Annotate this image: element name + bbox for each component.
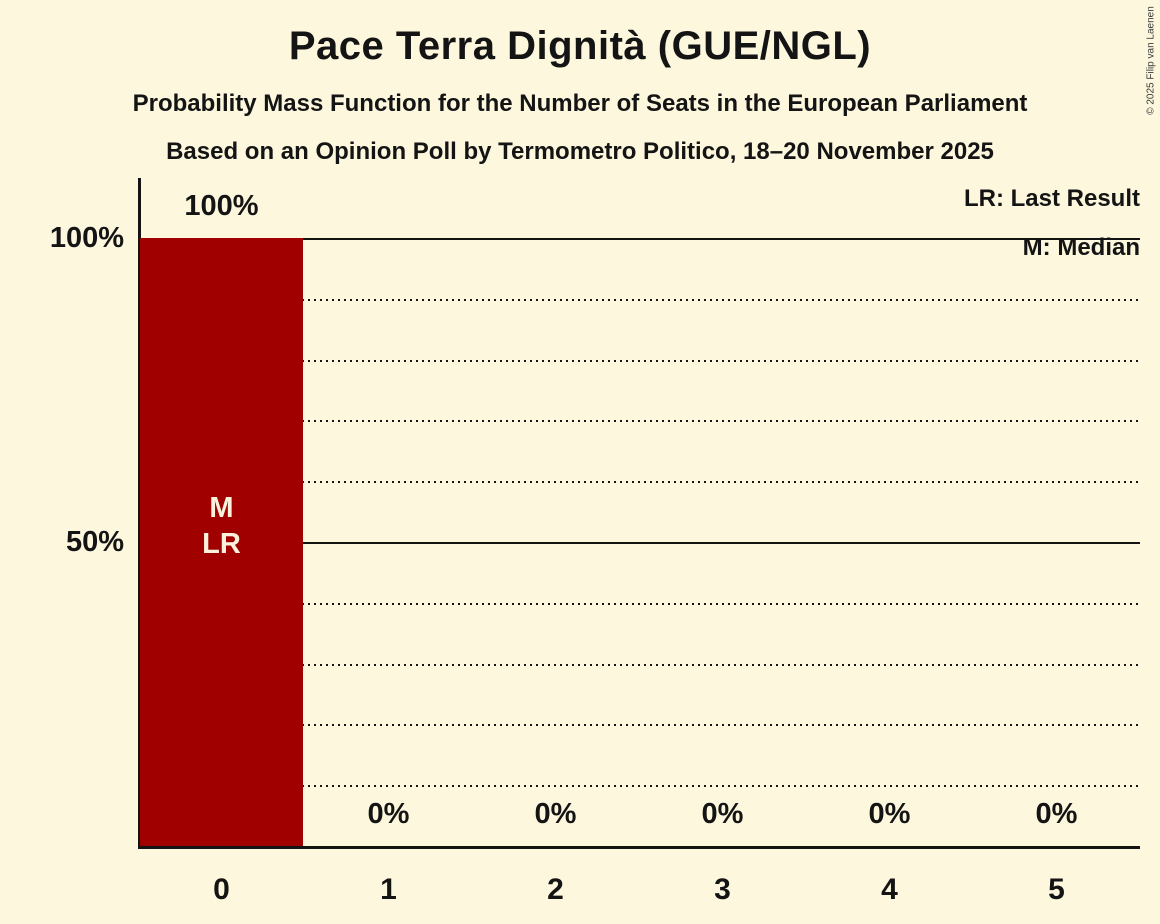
x-axis-label-1: 1 [380, 873, 397, 906]
gridline-10pct [140, 785, 1140, 787]
chart-source-line: Based on an Opinion Poll by Termometro P… [166, 138, 994, 165]
gridline-20pct [140, 724, 1140, 726]
gridline-70pct [140, 420, 1140, 422]
bar-value-label-3: 0% [701, 798, 744, 830]
bar-seats-0 [140, 238, 303, 846]
gridline-30pct [140, 664, 1140, 666]
gridline-90pct [140, 299, 1140, 301]
bar-value-label-5: 0% [1035, 798, 1078, 830]
gridline-50pct [140, 542, 1140, 544]
bar-value-label-0: 100% [184, 190, 259, 222]
gridline-60pct [140, 481, 1140, 483]
bar-annotation-0: M LR [138, 222, 305, 830]
bar-annotation-line: M [209, 492, 234, 524]
x-axis-label-3: 3 [714, 873, 731, 906]
gridline-40pct [140, 603, 1140, 605]
y-axis-label-50pct: 50% [65, 526, 124, 558]
y-axis-label-100pct: 100% [49, 222, 124, 254]
y-axis-line [138, 178, 141, 849]
x-axis-label-5: 5 [1048, 873, 1065, 906]
chart-subtitle: Probability Mass Function for the Number… [132, 90, 1028, 117]
x-axis-label-0: 0 [213, 873, 230, 906]
x-axis-label-4: 4 [881, 873, 898, 906]
bar-value-label-1: 0% [367, 798, 410, 830]
legend-median: M: Median [1022, 234, 1140, 261]
gridline-80pct [140, 360, 1140, 362]
bar-value-label-2: 0% [534, 798, 577, 830]
bar-value-label-4: 0% [868, 798, 911, 830]
x-axis-line [138, 846, 1140, 849]
legend-last-result: LR: Last Result [963, 185, 1140, 212]
chart-title: Pace Terra Dignità (GUE/NGL) [288, 24, 872, 68]
x-axis-label-2: 2 [547, 873, 564, 906]
gridline-100pct [140, 238, 1140, 240]
bar-annotation-line: LR [202, 528, 241, 560]
